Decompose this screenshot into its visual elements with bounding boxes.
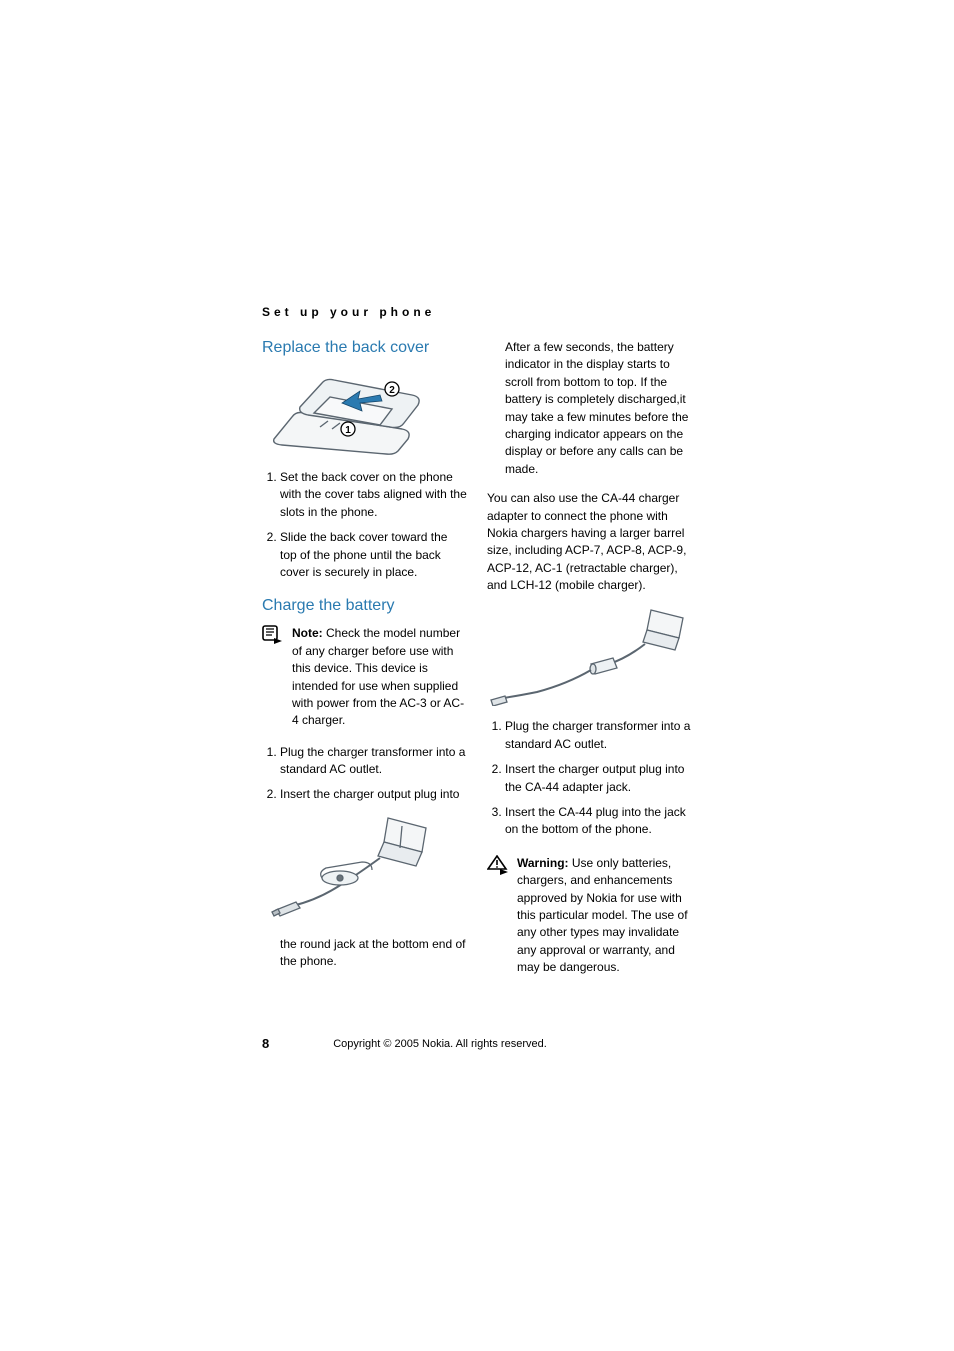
figure-back-cover: 1 2: [262, 367, 432, 457]
list-item: Plug the charger transformer into a stan…: [505, 718, 692, 753]
warning-block: Warning: Use only batteries, chargers, a…: [487, 855, 692, 977]
note-body: Check the model number of any charger be…: [292, 626, 464, 727]
left-column: Replace the back cover: [262, 339, 467, 987]
paragraph: You can also use the CA-44 charger adapt…: [487, 490, 692, 594]
right-column: After a few seconds, the battery indicat…: [487, 339, 692, 987]
warning-text: Warning: Use only batteries, chargers, a…: [517, 855, 692, 977]
list-item: Set the back cover on the phone with the…: [280, 469, 467, 521]
list-item: Plug the charger transformer into a stan…: [280, 744, 467, 779]
copyright-text: Copyright © 2005 Nokia. All rights reser…: [333, 1038, 547, 1050]
paragraph: After a few seconds, the battery indicat…: [487, 339, 692, 478]
note-text: Note: Check the model number of any char…: [292, 625, 467, 729]
list-item: Insert the charger output plug into: [280, 786, 467, 970]
step-text: Insert the charger output plug into: [280, 787, 459, 801]
note-block: Note: Check the model number of any char…: [262, 625, 467, 729]
svg-text:2: 2: [389, 385, 395, 396]
list-item: Insert the charger output plug into the …: [505, 761, 692, 796]
note-label: Note:: [292, 626, 323, 640]
figure-ca44-adapter: [487, 606, 687, 706]
content-columns: Replace the back cover: [262, 339, 692, 987]
page-number: 8: [262, 1036, 269, 1051]
list-item: Slide the back cover toward the top of t…: [280, 529, 467, 581]
step-tail: the round jack at the bottom end of the …: [262, 936, 467, 971]
replace-cover-steps: Set the back cover on the phone with the…: [262, 469, 467, 581]
svg-text:1: 1: [345, 425, 351, 436]
list-item: Insert the CA-44 plug into the jack on t…: [505, 804, 692, 839]
heading-replace-back-cover: Replace the back cover: [262, 339, 467, 357]
running-header: Set up your phone: [262, 305, 692, 319]
heading-charge-battery: Charge the battery: [262, 597, 467, 615]
warning-body: Use only batteries, chargers, and enhanc…: [517, 856, 688, 974]
page-footer: 8 Copyright © 2005 Nokia. All rights res…: [262, 1036, 692, 1051]
figure-charger-plug: [262, 814, 432, 924]
ca44-steps: Plug the charger transformer into a stan…: [487, 718, 692, 838]
note-icon: [262, 625, 284, 645]
warning-label: Warning:: [517, 856, 569, 870]
warning-icon: [487, 855, 509, 875]
charge-steps-left: Plug the charger transformer into a stan…: [262, 744, 467, 971]
